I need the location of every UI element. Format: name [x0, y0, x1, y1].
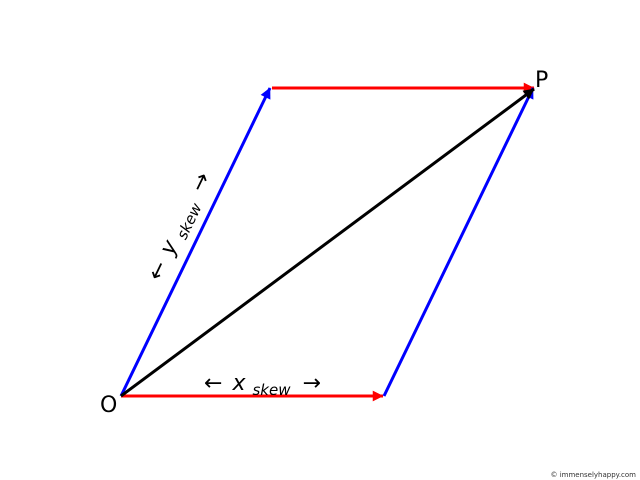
x-skew-subscript: skew: [252, 381, 291, 399]
point-p-label: P: [535, 68, 548, 93]
y-skew-vector-right: [382, 87, 535, 397]
origin-label: O: [100, 393, 117, 418]
x-skew-left-arrow: ←: [204, 371, 222, 396]
credit-text: © immenselyhappy.com: [550, 471, 636, 479]
x-skew-label: ← x skew →: [204, 371, 321, 401]
x-skew-right-arrow: →: [302, 371, 320, 396]
y-skew-subscript: skew: [173, 200, 206, 243]
y-skew-left-arrow: ←: [143, 257, 174, 284]
y-skew-vector-left: [119, 87, 272, 397]
x-skew-variable: x: [231, 371, 246, 396]
resultant-vector-op: [120, 87, 535, 398]
y-skew-variable: y: [155, 236, 184, 260]
y-skew-right-arrow: →: [186, 168, 217, 195]
